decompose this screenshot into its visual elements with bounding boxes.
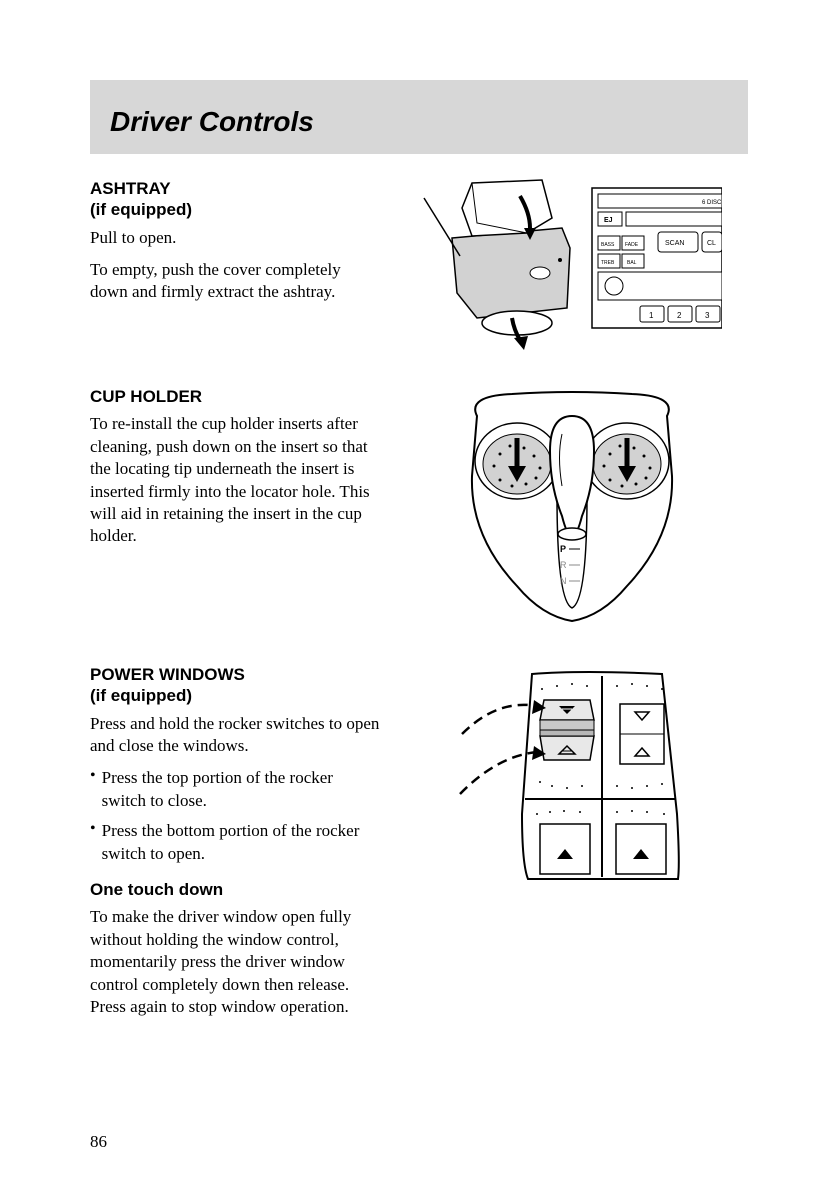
section-header: Driver Controls	[90, 80, 748, 154]
powerwindows-illustration	[422, 664, 722, 884]
shift-n-label: N	[560, 576, 567, 586]
pw-p2: To make the driver window open fully wit…	[90, 906, 380, 1018]
preset-3: 3	[705, 311, 710, 320]
pw-bullet-1: • Press the top portion of the rocker sw…	[90, 767, 380, 812]
ashtray-section: ASHTRAY (if equipped) Pull to open. To e…	[90, 178, 748, 358]
bullet-dot: •	[90, 767, 96, 812]
scan-label: SCAN	[665, 240, 684, 247]
onetouch-heading: One touch down	[90, 879, 380, 900]
bal-label: BAL	[627, 260, 637, 266]
preset-1: 1	[649, 311, 654, 320]
shift-r-label: R	[560, 560, 567, 570]
treb-label: TREB	[601, 260, 615, 266]
ashtray-p1: Pull to open.	[90, 227, 380, 249]
section-title: Driver Controls	[110, 106, 728, 138]
fade-label: FADE	[625, 242, 639, 248]
pw-title-2: (if equipped)	[90, 686, 192, 705]
cupholder-heading: CUP HOLDER	[90, 386, 380, 407]
pw-title-1: POWER WINDOWS	[90, 665, 245, 684]
ashtray-title-2: (if equipped)	[90, 200, 192, 219]
preset-2: 2	[677, 311, 682, 320]
powerwindows-heading: POWER WINDOWS (if equipped)	[90, 664, 380, 707]
bass-label: BASS	[601, 242, 615, 248]
pw-p1: Press and hold the rocker switches to op…	[90, 713, 380, 758]
pw-bullet-2: • Press the bottom portion of the rocker…	[90, 820, 380, 865]
ashtray-title-1: ASHTRAY	[90, 179, 171, 198]
ashtray-illustration: 6 DISC EJ BASS FADE SCAN CL TREB	[422, 178, 722, 358]
cupholder-p1: To re-install the cup holder inserts aft…	[90, 413, 380, 548]
ej-label: EJ	[604, 217, 613, 224]
shift-p-label: P	[560, 544, 566, 554]
cl-label: CL	[707, 240, 716, 247]
disc-label: 6 DISC	[702, 200, 722, 206]
cupholder-section: CUP HOLDER To re-install the cup holder …	[90, 386, 748, 636]
pw-b1-text: Press the top portion of the rocker swit…	[102, 767, 380, 812]
cupholder-illustration: P R N	[422, 386, 722, 636]
ashtray-heading: ASHTRAY (if equipped)	[90, 178, 380, 221]
page-number: 86	[90, 1132, 107, 1152]
powerwindows-section: POWER WINDOWS (if equipped) Press and ho…	[90, 664, 748, 1029]
pw-b2-text: Press the bottom portion of the rocker s…	[102, 820, 380, 865]
ashtray-p2: To empty, push the cover completely down…	[90, 259, 380, 304]
bullet-dot: •	[90, 820, 96, 865]
